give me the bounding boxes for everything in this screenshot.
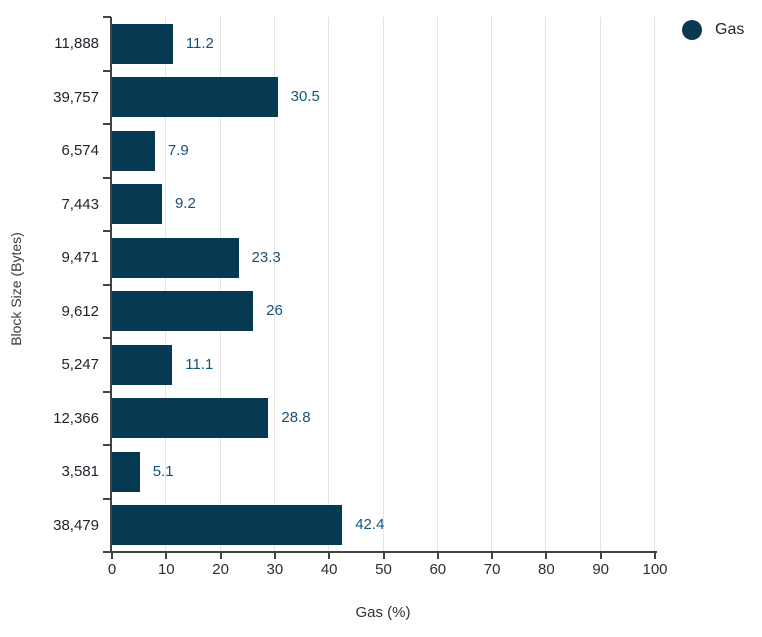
x-axis-tick <box>654 553 656 559</box>
category-label: 7,443 <box>61 195 99 213</box>
y-axis-tick <box>103 176 111 179</box>
x-tick-label: 90 <box>592 561 610 578</box>
bar[interactable] <box>112 130 155 171</box>
gridline <box>328 17 330 552</box>
gridline <box>436 17 438 552</box>
y-axis-tick <box>103 230 111 232</box>
x-axis-tick <box>491 553 494 559</box>
gridline <box>165 17 167 552</box>
gridline <box>599 17 601 552</box>
category-label: 12,366 <box>53 409 99 427</box>
bar[interactable] <box>112 237 239 278</box>
bar[interactable] <box>112 344 173 385</box>
gridline <box>654 17 655 552</box>
y-axis-tick <box>103 337 111 339</box>
bar-value-label: 28.8 <box>281 409 311 427</box>
x-axis-title: Gas (%) <box>355 604 411 621</box>
x-tick-label: 30 <box>266 561 284 578</box>
y-axis-tick <box>103 390 111 393</box>
bar-value-label: 42.4 <box>355 516 385 534</box>
category-label: 9,471 <box>61 249 99 266</box>
category-label: 9,612 <box>61 302 99 320</box>
x-axis-line <box>103 551 657 553</box>
legend-item-gas[interactable]: Gas <box>682 20 744 40</box>
bar[interactable] <box>112 23 173 64</box>
gridline <box>273 17 275 552</box>
category-label: 6,574 <box>61 142 99 159</box>
x-axis-tick <box>219 553 222 559</box>
y-axis-line <box>110 17 112 553</box>
category-label: 11,888 <box>54 35 99 52</box>
bar-value-label: 23.3 <box>251 248 281 266</box>
x-tick-label: 70 <box>483 561 501 578</box>
x-axis-tick <box>165 553 168 559</box>
bar-value-label: 26 <box>266 302 283 320</box>
bar[interactable] <box>112 77 278 118</box>
bar[interactable] <box>112 291 254 332</box>
legend-label: Gas <box>715 21 745 38</box>
y-axis-tick <box>103 497 111 500</box>
gridline <box>491 17 493 552</box>
x-axis-tick <box>273 553 276 559</box>
x-axis-tick <box>382 553 385 559</box>
y-axis-tick <box>103 444 111 446</box>
x-axis-tick <box>545 553 548 559</box>
bar[interactable] <box>112 184 162 225</box>
y-axis-tick <box>103 16 111 18</box>
x-tick-label: 40 <box>320 561 338 578</box>
gridline <box>219 17 221 552</box>
x-tick-label: 100 <box>642 561 668 578</box>
x-tick-label: 60 <box>429 561 447 578</box>
gridline <box>382 17 384 552</box>
x-axis-tick <box>599 553 602 559</box>
x-axis-tick <box>328 553 331 559</box>
bar[interactable] <box>112 398 269 439</box>
y-axis-tick <box>103 551 111 553</box>
bar-value-label: 30.5 <box>290 88 320 106</box>
bar-value-label: 7.9 <box>167 141 189 159</box>
y-axis-tick <box>103 283 111 286</box>
plot-area: 11.2 30.5 7.9 9.2 23.3 26 11.1 28.8 5.1 42.4 <box>112 17 655 552</box>
bar-value-label: 11.1 <box>185 355 214 373</box>
x-tick-label: 10 <box>157 561 175 578</box>
x-axis-tick <box>111 553 113 559</box>
y-axis-tick <box>103 69 111 72</box>
y-axis-tick <box>103 123 111 125</box>
category-label: 3,581 <box>61 463 99 480</box>
bar-value-label: 9.2 <box>174 195 196 213</box>
x-tick-label: 80 <box>538 561 555 578</box>
bar[interactable] <box>112 505 343 546</box>
bar-value-label: 11.2 <box>185 34 214 52</box>
bar[interactable] <box>112 451 140 492</box>
bar-value-label: 5.1 <box>152 462 174 480</box>
x-tick-label: 0 <box>107 561 117 578</box>
legend-marker-circle <box>682 20 702 40</box>
category-label: 5,247 <box>61 356 99 373</box>
x-tick-label: 20 <box>212 561 229 578</box>
category-label: 38,479 <box>53 516 99 534</box>
category-label: 39,757 <box>53 88 99 106</box>
gridline <box>545 17 547 552</box>
x-tick-label: 50 <box>375 561 392 578</box>
x-axis-tick <box>436 553 439 559</box>
